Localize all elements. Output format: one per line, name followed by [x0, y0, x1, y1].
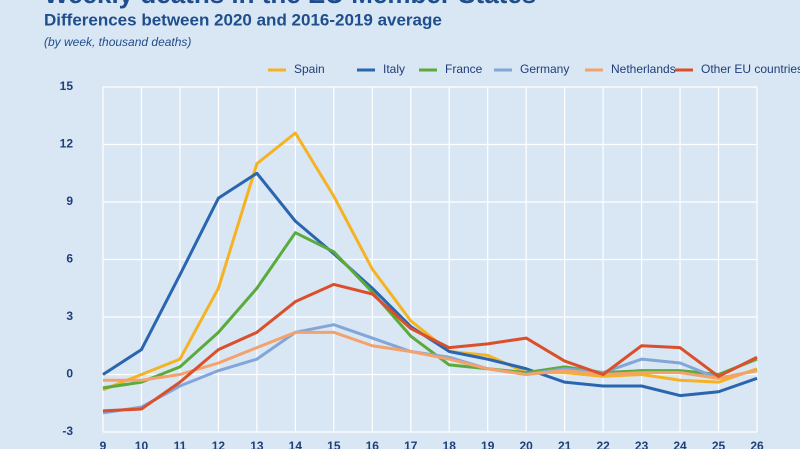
legend-label: Other EU countries* — [701, 62, 800, 76]
data-line — [103, 330, 758, 382]
legend-label: Italy — [383, 62, 405, 76]
x-tick-label: 22 — [596, 439, 610, 449]
chart-subtitle: Differences between 2020 and 2016-2019 a… — [44, 10, 442, 29]
x-tick-label: 17 — [404, 439, 418, 449]
x-tick-label: 24 — [673, 439, 687, 449]
x-tick-label: 12 — [212, 439, 226, 449]
chart-title: Weekly deaths in the EU Member States — [44, 0, 536, 9]
chart-note: (by week, thousand deaths) — [44, 35, 191, 49]
y-tick-label: 0 — [66, 367, 73, 381]
data-line — [102, 131, 758, 392]
x-tick-label: 11 — [174, 439, 187, 449]
y-tick-label: 9 — [66, 194, 73, 208]
y-tick-label: 15 — [60, 79, 74, 93]
y-tick-label: 12 — [60, 137, 74, 151]
data-line — [102, 231, 758, 390]
legend-label: Netherlands — [611, 62, 676, 76]
x-tick-label: 9 — [100, 439, 107, 449]
y-tick-label: -3 — [62, 424, 73, 438]
x-tick-label: 14 — [289, 439, 303, 449]
data-line — [102, 282, 758, 413]
x-tick-label: 25 — [712, 439, 726, 449]
x-tick-label: 19 — [481, 439, 495, 449]
y-tick-label: 3 — [66, 309, 73, 323]
x-tick-label: 21 — [558, 439, 572, 449]
y-tick-label: 6 — [66, 252, 73, 266]
x-tick-label: 16 — [366, 439, 380, 449]
legend-label: Spain — [294, 62, 325, 76]
x-tick-label: 10 — [135, 439, 149, 449]
x-tick-label: 15 — [327, 439, 341, 449]
legend-label: France — [445, 62, 483, 76]
x-tick-label: 23 — [635, 439, 649, 449]
x-tick-label: 18 — [443, 439, 457, 449]
x-tick-label: 20 — [519, 439, 533, 449]
legend-label: Germany — [520, 62, 569, 76]
x-tick-label: 26 — [750, 439, 764, 449]
x-tick-label: 13 — [250, 439, 264, 449]
